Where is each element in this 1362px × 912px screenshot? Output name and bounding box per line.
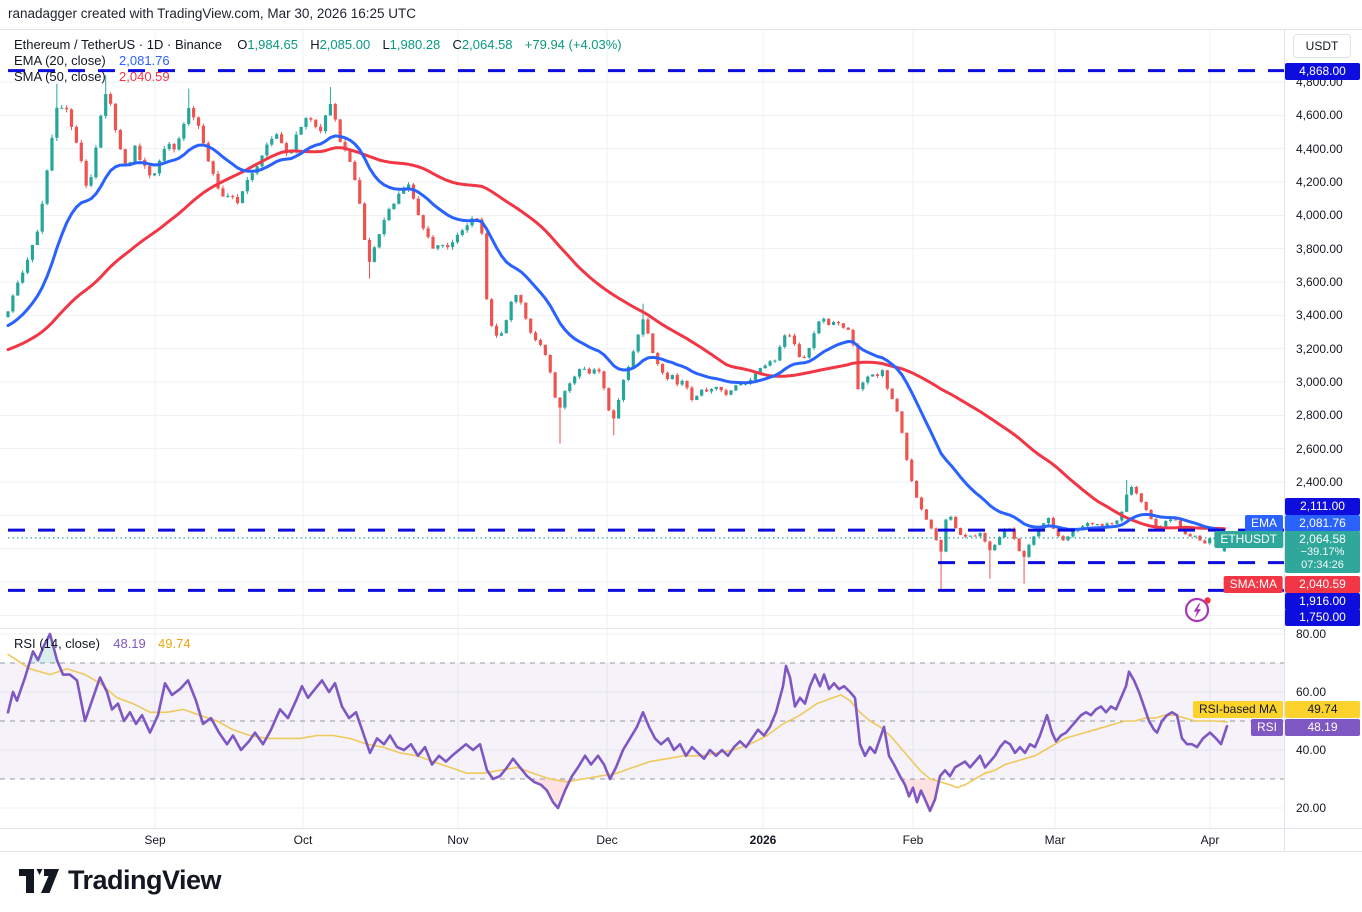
price-tick-label: 2,600.00 [1296, 441, 1343, 456]
open-label: O [237, 37, 248, 52]
low-value: 1,980.28 [389, 37, 441, 52]
rsi-legend-row: RSI (14, close) 48.19 49.74 [14, 636, 191, 651]
rsi-oversold-fill [8, 779, 1227, 811]
ema-line [6, 134, 1226, 534]
current-price-badge: 2,064.58 −39.17% 07:34:26 [1285, 531, 1360, 573]
low-label: L [382, 37, 390, 52]
floating-label-ethusdt[interactable]: ETHUSDT [1214, 531, 1283, 548]
grid-layer [0, 30, 1284, 828]
rsi-ma-legend-value: 49.74 [158, 636, 191, 651]
tradingview-logo-text: TradingView [68, 864, 222, 895]
interval-label[interactable]: 1D [146, 37, 164, 52]
change-value: +79.94 (+4.03%) [524, 37, 622, 52]
chart-canvas[interactable] [0, 30, 1284, 828]
floating-label-rsi-based-ma[interactable]: RSI-based MA [1192, 701, 1283, 718]
price-tick-label: 3,600.00 [1296, 275, 1343, 289]
ema-axis-badge: 2,081.76 [1285, 515, 1360, 532]
rsi-legend-title[interactable]: RSI (14, close) [14, 636, 100, 651]
time-axis-label: Oct [293, 833, 313, 847]
rsi-ma-axis-badge: 49.74 [1285, 701, 1360, 718]
time-axis-label: 2026 [749, 833, 777, 847]
time-axis-label: Feb [902, 833, 924, 847]
floating-label-rsi[interactable]: RSI [1250, 719, 1283, 736]
sma-axis-badge: 2,040.59 [1285, 576, 1360, 593]
level-price-badge: 1,916.00 [1285, 593, 1360, 610]
price-tick-label: 2,400.00 [1296, 475, 1343, 489]
open-value: 1,984.65 [247, 37, 298, 52]
flash-boost-icon[interactable] [1183, 594, 1213, 624]
tradingview-logo-mark [19, 869, 59, 893]
floating-label-smama[interactable]: SMA:MA [1223, 576, 1283, 593]
currency-unit-button[interactable]: USDT [1293, 34, 1351, 58]
price-tick-label: 3,800.00 [1296, 241, 1343, 256]
rsi-axis-badge: 48.19 [1285, 719, 1360, 736]
time-axis-label: Dec [596, 833, 618, 847]
attribution-text: ranadagger created with TradingView.com,… [8, 6, 416, 21]
high-value: 2,085.00 [319, 37, 371, 52]
ema-legend-value: 2,081.76 [119, 53, 170, 68]
frame-bottom-divider [0, 851, 1362, 852]
price-badge-value: 2,064.58 [1299, 532, 1346, 546]
high-label: H [310, 37, 320, 52]
price-tick-label: 3,400.00 [1296, 308, 1343, 323]
time-axis-divider [0, 828, 1362, 829]
level-price-badge: 2,111.00 [1285, 498, 1360, 515]
sma-legend-row: SMA (50, close) 2,040.59 [14, 69, 170, 84]
price-tick-label: 4,600.00 [1296, 108, 1343, 123]
time-axis-label: Sep [144, 833, 166, 847]
frame-divider [0, 29, 1362, 30]
close-label: C [452, 37, 462, 52]
price-badge-countdown: 07:34:26 [1301, 559, 1344, 571]
price-tick-label: 4,000.00 [1296, 208, 1343, 223]
sma-legend-value: 2,040.59 [119, 69, 170, 84]
rsi-ma-line [7, 653, 1228, 789]
rsi-tick-label: 60.00 [1296, 685, 1327, 699]
candles-layer [6, 75, 1226, 589]
rsi-tick-label: 80.00 [1296, 627, 1327, 641]
price-tick-label: 3,000.00 [1296, 375, 1343, 389]
sma-legend-title[interactable]: SMA (50, close) [14, 69, 106, 84]
price-tick-label: 4,200.00 [1296, 175, 1343, 189]
price-tick-label: 4,400.00 [1296, 141, 1343, 156]
time-scale[interactable] [0, 829, 1284, 851]
price-tick-label: 2,800.00 [1296, 408, 1343, 423]
time-axis-label: Mar [1044, 833, 1066, 847]
ema-legend-row: EMA (20, close) 2,081.76 [14, 53, 170, 68]
level-price-badge: 4,868.00 [1285, 63, 1360, 80]
price-tick-label: 3,200.00 [1296, 341, 1343, 356]
symbol-legend-row: Ethereum / TetherUS · 1D · Binance O1,98… [14, 37, 622, 52]
rsi-tick-label: 20.00 [1296, 801, 1327, 815]
symbol-title[interactable]: Ethereum / TetherUS [14, 37, 136, 52]
price-axis-divider [1284, 30, 1285, 851]
rsi-tick-label: 40.00 [1296, 743, 1327, 757]
pane-divider[interactable] [0, 628, 1284, 629]
level-price-badge: 1,750.00 [1285, 609, 1360, 626]
price-badge-change: −39.17% [1300, 546, 1345, 558]
sma-line [6, 146, 1226, 531]
ema-legend-title[interactable]: EMA (20, close) [14, 53, 106, 68]
time-axis-label: Nov [447, 833, 469, 847]
close-value: 2,064.58 [461, 37, 513, 52]
tradingview-logo[interactable]: TradingView [18, 864, 222, 896]
rsi-line [6, 632, 1229, 813]
exchange-label[interactable]: Binance [174, 37, 222, 52]
rsi-legend-value: 48.19 [113, 636, 146, 651]
time-axis-label: Apr [1200, 833, 1220, 847]
rsi-band [0, 662, 1284, 780]
floating-label-ema[interactable]: EMA [1244, 515, 1283, 532]
